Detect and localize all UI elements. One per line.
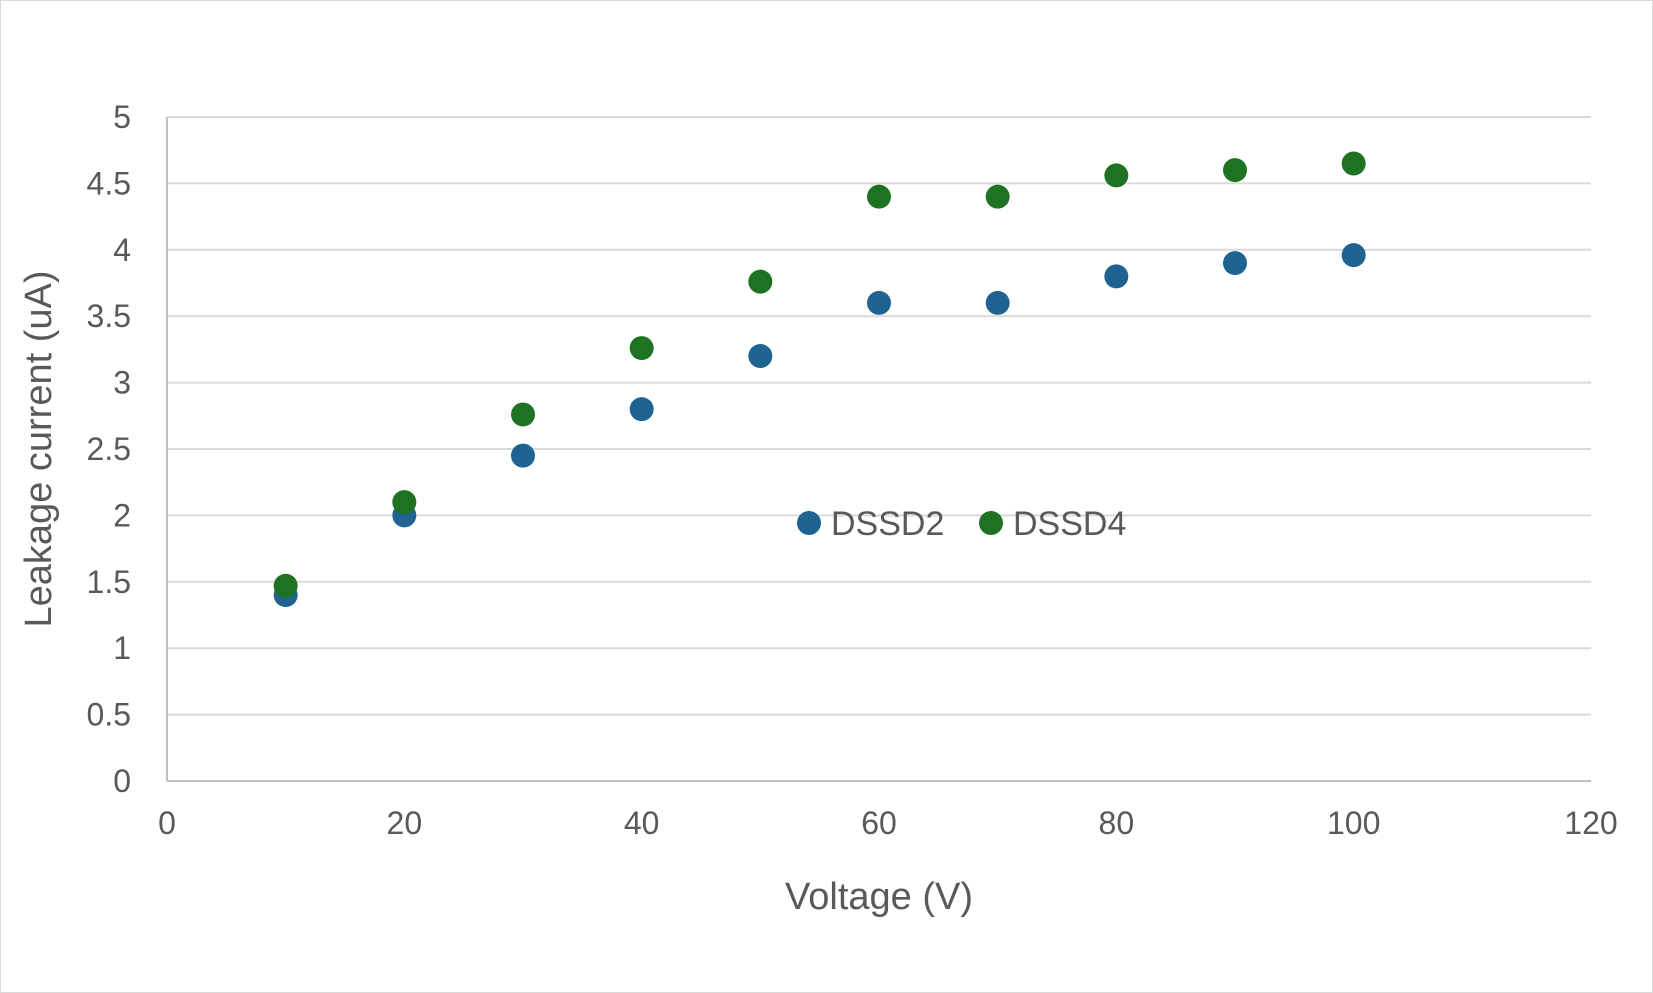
data-point bbox=[511, 402, 535, 427]
legend-item-dssd4: DSSD4 bbox=[979, 505, 1126, 543]
y-tick-label: 0.5 bbox=[87, 697, 131, 733]
axes bbox=[166, 117, 1591, 782]
legend: DSSD2 DSSD4 bbox=[797, 505, 1126, 543]
data-point bbox=[629, 397, 654, 422]
data-point bbox=[748, 344, 773, 369]
x-axis-title: Voltage (V) bbox=[785, 876, 973, 918]
x-tick-label: 20 bbox=[387, 805, 423, 841]
data-point bbox=[1223, 158, 1247, 183]
y-tick-label: 5 bbox=[113, 99, 131, 135]
y-axis-tick-labels: 0 0.5 1 1.5 2 2.5 3 3.5 4 4.5 5 bbox=[87, 99, 131, 799]
data-points bbox=[273, 151, 1366, 608]
x-tick-label: 0 bbox=[158, 805, 176, 841]
data-point bbox=[392, 490, 417, 515]
data-point bbox=[273, 573, 298, 598]
data-point bbox=[985, 184, 1010, 209]
x-tick-label: 60 bbox=[861, 805, 897, 841]
legend-marker bbox=[979, 511, 1003, 535]
x-tick-label: 100 bbox=[1327, 805, 1380, 841]
data-point bbox=[748, 269, 773, 294]
legend-label: DSSD2 bbox=[831, 505, 944, 543]
y-tick-label: 4 bbox=[113, 232, 131, 268]
x-tick-label: 80 bbox=[1099, 805, 1135, 841]
data-point bbox=[985, 290, 1010, 315]
y-tick-label: 3.5 bbox=[87, 298, 131, 334]
y-tick-label: 1 bbox=[113, 630, 131, 666]
x-tick-label: 120 bbox=[1564, 805, 1617, 841]
series-dssd4 bbox=[273, 151, 1366, 598]
data-point bbox=[1341, 151, 1366, 176]
data-point bbox=[867, 290, 891, 315]
y-tick-label: 2.5 bbox=[87, 431, 131, 467]
data-point bbox=[1104, 264, 1129, 289]
x-axis-tick-labels: 0 20 40 60 80 100 120 bbox=[158, 805, 1618, 841]
data-point bbox=[1223, 251, 1247, 276]
data-point bbox=[511, 443, 535, 468]
y-tick-label: 4.5 bbox=[87, 165, 131, 201]
y-tick-label: 3 bbox=[113, 365, 131, 401]
series-dssd2 bbox=[273, 243, 1366, 608]
y-tick-label: 2 bbox=[113, 497, 131, 533]
x-tick-label: 40 bbox=[624, 805, 660, 841]
y-axis-title: Leakage current (uA) bbox=[18, 271, 60, 628]
data-point bbox=[1104, 163, 1129, 188]
legend-marker bbox=[797, 511, 821, 535]
y-tick-label: 1.5 bbox=[87, 564, 131, 600]
data-point bbox=[867, 184, 891, 209]
legend-label: DSSD4 bbox=[1013, 505, 1126, 543]
data-point bbox=[1341, 243, 1366, 268]
legend-item-dssd2: DSSD2 bbox=[797, 505, 944, 543]
y-tick-label: 0 bbox=[113, 763, 131, 799]
data-point bbox=[629, 336, 654, 361]
